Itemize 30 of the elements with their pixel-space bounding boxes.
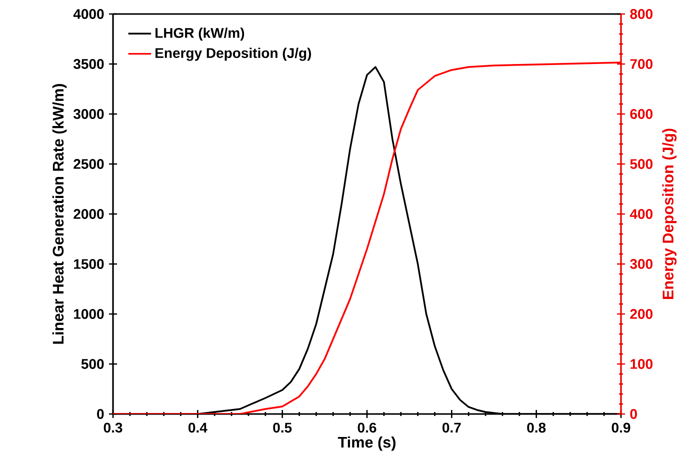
y-tick-label: 2000 [74,209,104,219]
y-tick-label: 500 [81,359,104,369]
legend-label: LHGR (kW/m) [156,28,244,41]
legend-label: Energy Deposition (J/g) [156,48,312,61]
y-tick-label: 1500 [74,259,104,269]
y-tick-label: 3500 [73,59,104,69]
y-tick-label: 3000 [73,109,104,119]
y2-tick-label: 100 [630,359,652,369]
y2-tick-label: 300 [630,259,652,269]
x-tick-label: 0.4 [188,422,208,433]
y2-tick-label: 500 [630,159,652,169]
y2-tick-label: 600 [630,109,652,119]
y2-tick-label: 700 [630,59,652,69]
y2-tick-label: 800 [630,9,652,19]
x-tick-label: 0.7 [442,422,461,433]
y2-tick-label: 0 [630,409,637,419]
y2-tick-label: 200 [630,309,652,319]
x-tick-label: 0.5 [273,422,292,433]
x-tick-label: 0.6 [358,422,376,433]
x-tick-label: 0.3 [104,422,122,433]
x-tick-label: 0.8 [527,422,546,433]
x-tick-label: 0.9 [612,422,630,433]
y2-axis-title: Energy Deposition (J/g) [662,128,677,300]
y2-tick-label: 400 [630,209,652,219]
x-axis-title: Time (s) [338,436,396,451]
y-tick-label: 0 [97,409,104,419]
y-axis-title: Linear Heat Generation Rate (kW/m) [52,84,67,344]
y-tick-label: 1000 [74,309,104,319]
y-tick-label: 4000 [73,9,104,19]
y-tick-label: 2500 [74,159,104,169]
